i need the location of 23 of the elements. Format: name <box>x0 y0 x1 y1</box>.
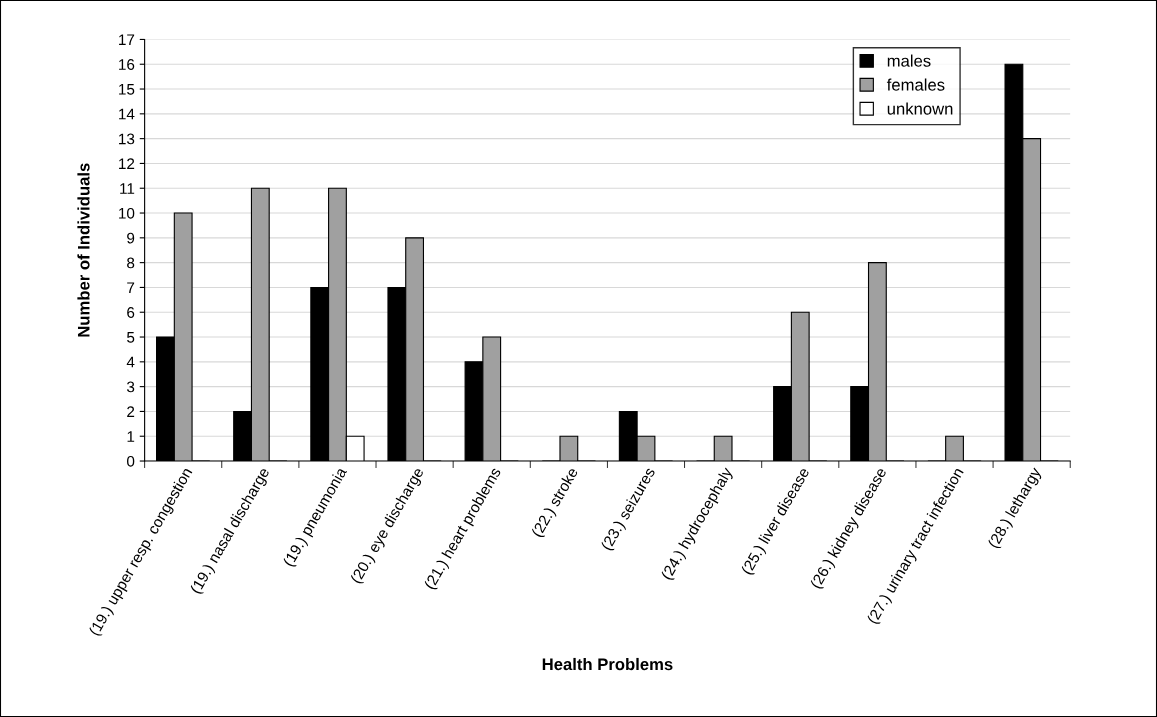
y-tick-label: 8 <box>127 257 135 269</box>
y-tick-label: 17 <box>119 34 135 45</box>
x-axis-title: Health Problems <box>542 657 673 671</box>
legend-label: females <box>886 78 945 91</box>
y-tick-label: 1 <box>127 431 135 442</box>
y-tick-label: 13 <box>119 133 135 145</box>
legend-label: males <box>887 54 931 67</box>
y-tick-label: 16 <box>119 59 135 70</box>
y-tick-label: 2 <box>127 406 135 417</box>
y-tick-label: 11 <box>120 183 135 194</box>
y-tick-label: 15 <box>119 84 135 95</box>
y-tick-label: 0 <box>127 455 135 467</box>
legend-label: unknown <box>887 102 953 115</box>
y-axis-title: Number of Individuals <box>77 163 90 337</box>
y-tick-label: 9 <box>127 232 135 244</box>
y-tick-label: 7 <box>127 282 135 293</box>
y-tick-label: 5 <box>127 332 135 343</box>
y-tick-label: 3 <box>126 381 135 393</box>
y-tick-label: 12 <box>119 158 135 169</box>
y-tick-label: 6 <box>127 307 135 318</box>
y-tick-label: 14 <box>119 108 135 120</box>
y-tick-label: 10 <box>119 207 135 219</box>
y-tick-label: 4 <box>126 356 135 368</box>
